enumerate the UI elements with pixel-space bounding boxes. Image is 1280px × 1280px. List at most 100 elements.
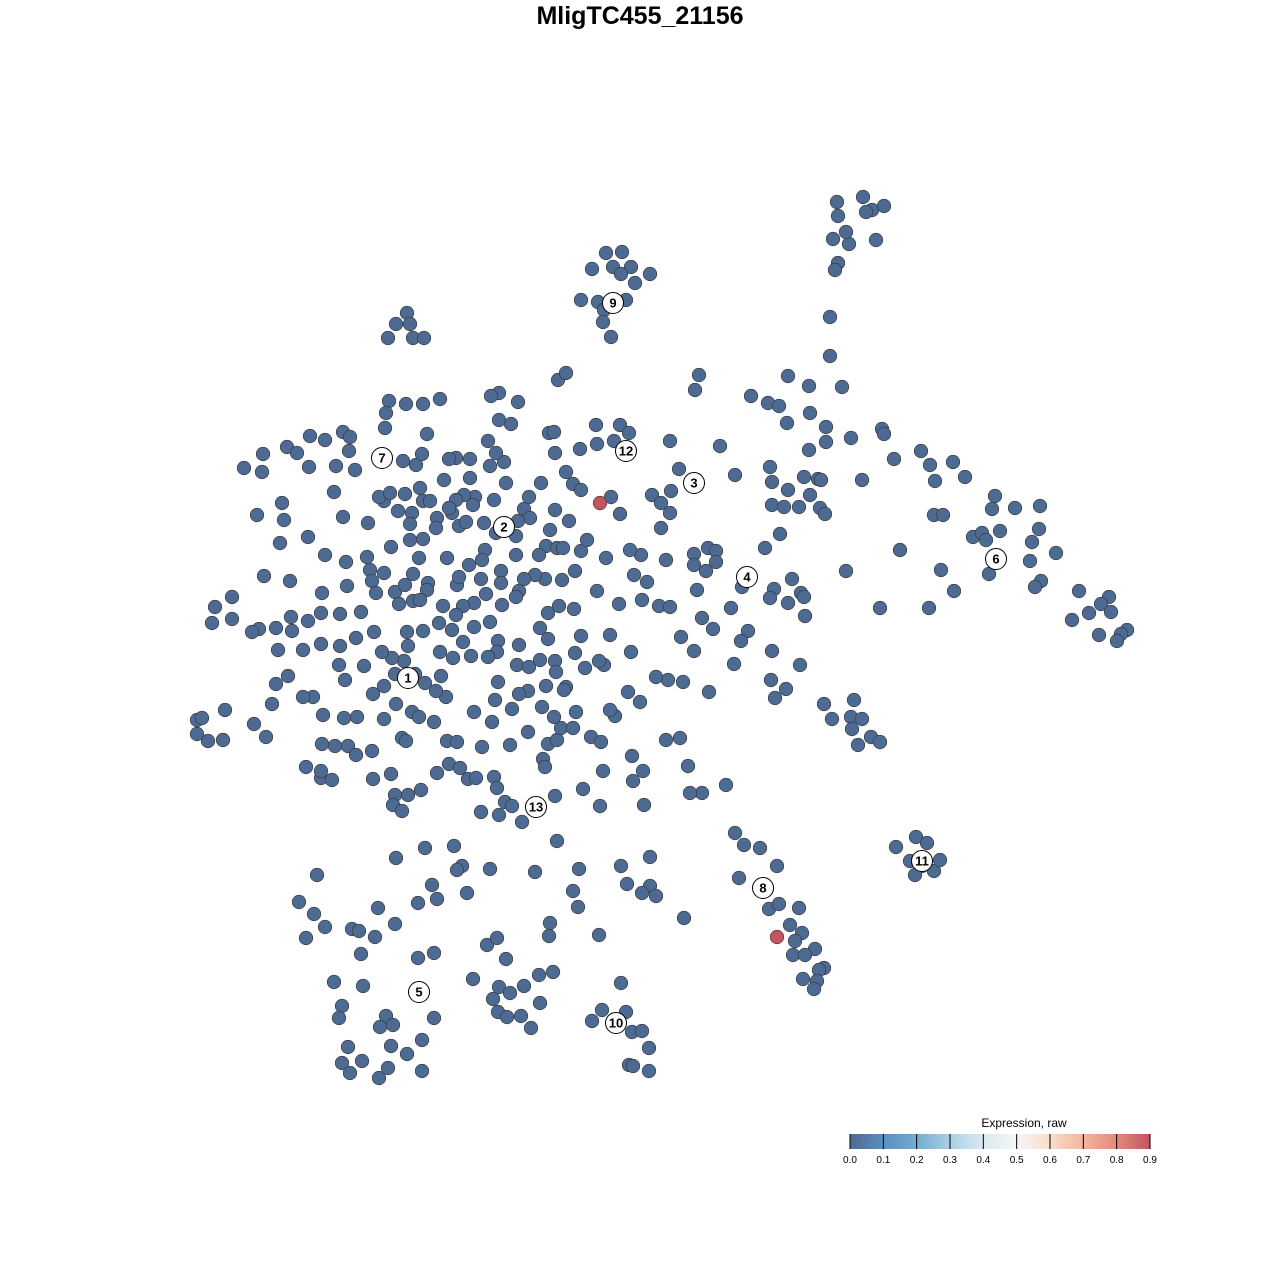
cell-point	[300, 613, 316, 629]
cell-point	[502, 985, 518, 1001]
cell-point	[508, 589, 524, 605]
cell-point	[551, 598, 567, 614]
cell-point	[341, 443, 357, 459]
cell-point	[388, 850, 404, 866]
cell-point	[752, 840, 768, 856]
cluster-label-text: 3	[690, 476, 697, 491]
cell-point	[414, 446, 430, 462]
cell-point	[653, 495, 669, 511]
cell-point	[270, 642, 286, 658]
cell-point	[782, 917, 798, 933]
cell-point	[466, 619, 482, 635]
cell-point	[348, 630, 364, 646]
cell-point	[452, 760, 468, 776]
cell-point	[549, 833, 565, 849]
cell-point	[922, 457, 938, 473]
cell-point	[1103, 604, 1119, 620]
cell-point	[662, 433, 678, 449]
cell-point	[419, 582, 435, 598]
cell-points	[189, 189, 1135, 1086]
cell-point	[611, 596, 627, 612]
cell-point	[374, 644, 390, 660]
cell-point	[635, 763, 651, 779]
cell-point	[268, 676, 284, 692]
cell-point	[763, 672, 779, 688]
cell-point	[648, 888, 664, 904]
cell-point	[359, 549, 375, 565]
cell-point	[694, 610, 710, 626]
cell-point	[520, 724, 536, 740]
cell-point	[249, 507, 265, 523]
cell-point	[513, 1008, 529, 1024]
cell-point	[957, 469, 973, 485]
cell-point	[317, 432, 333, 448]
cluster-label-badge	[683, 472, 705, 494]
cell-point	[547, 445, 563, 461]
cluster-label-9: 9	[602, 292, 624, 314]
cell-point	[570, 899, 586, 915]
cell-point	[876, 198, 892, 214]
cell-point	[816, 696, 832, 712]
cell-point	[946, 583, 962, 599]
cell-point	[335, 509, 351, 525]
cell-point	[984, 501, 1000, 517]
cell-point	[565, 720, 581, 736]
cell-point	[428, 683, 444, 699]
cell-point	[723, 600, 739, 616]
cell-point	[797, 947, 813, 963]
cell-point	[411, 550, 427, 566]
cell-point	[215, 732, 231, 748]
cell-point	[400, 638, 416, 654]
cell-point	[224, 589, 240, 605]
cell-point	[317, 919, 333, 935]
cell-point	[764, 643, 780, 659]
cell-point	[224, 611, 240, 627]
cell-point	[792, 657, 808, 673]
cell-point	[207, 599, 223, 615]
cell-point	[455, 634, 471, 650]
colorbar-tick-label: 0.3	[943, 1155, 957, 1166]
cell-point	[771, 398, 787, 414]
cluster-label-text: 13	[529, 800, 543, 815]
cell-point	[623, 644, 639, 660]
cell-point	[542, 522, 558, 538]
cell-point	[639, 574, 655, 590]
cell-point	[672, 730, 688, 746]
cell-point	[493, 563, 509, 579]
cell-point	[480, 433, 496, 449]
cell-point	[680, 758, 696, 774]
cell-point	[504, 798, 520, 814]
cell-point	[854, 711, 870, 727]
cell-point	[306, 906, 322, 922]
cell-point	[465, 497, 481, 513]
cell-point	[376, 711, 392, 727]
chart-title: MligTC455_21156	[536, 2, 744, 30]
cell-point	[844, 721, 860, 737]
cell-point	[689, 582, 705, 598]
cell-point	[480, 649, 496, 665]
cell-point	[399, 624, 415, 640]
cell-point	[446, 838, 462, 854]
cell-point	[380, 330, 396, 346]
cell-point	[377, 420, 393, 436]
cell-point	[546, 709, 562, 725]
cell-point	[532, 620, 548, 636]
cell-point	[829, 194, 845, 210]
cell-point	[834, 379, 850, 395]
cell-point	[701, 684, 717, 700]
cell-point	[256, 568, 272, 584]
cell-point	[264, 696, 280, 712]
cell-point	[1022, 553, 1038, 569]
cell-point	[426, 1010, 442, 1026]
cluster-label-badge	[493, 516, 515, 538]
cell-point	[634, 885, 650, 901]
cell-point	[276, 512, 292, 528]
cell-point	[686, 643, 702, 659]
cell-point	[548, 664, 564, 680]
cell-point	[691, 367, 707, 383]
cell-point	[415, 396, 431, 412]
cell-point	[575, 781, 591, 797]
cell-point	[309, 867, 325, 883]
cell-point	[727, 467, 743, 483]
